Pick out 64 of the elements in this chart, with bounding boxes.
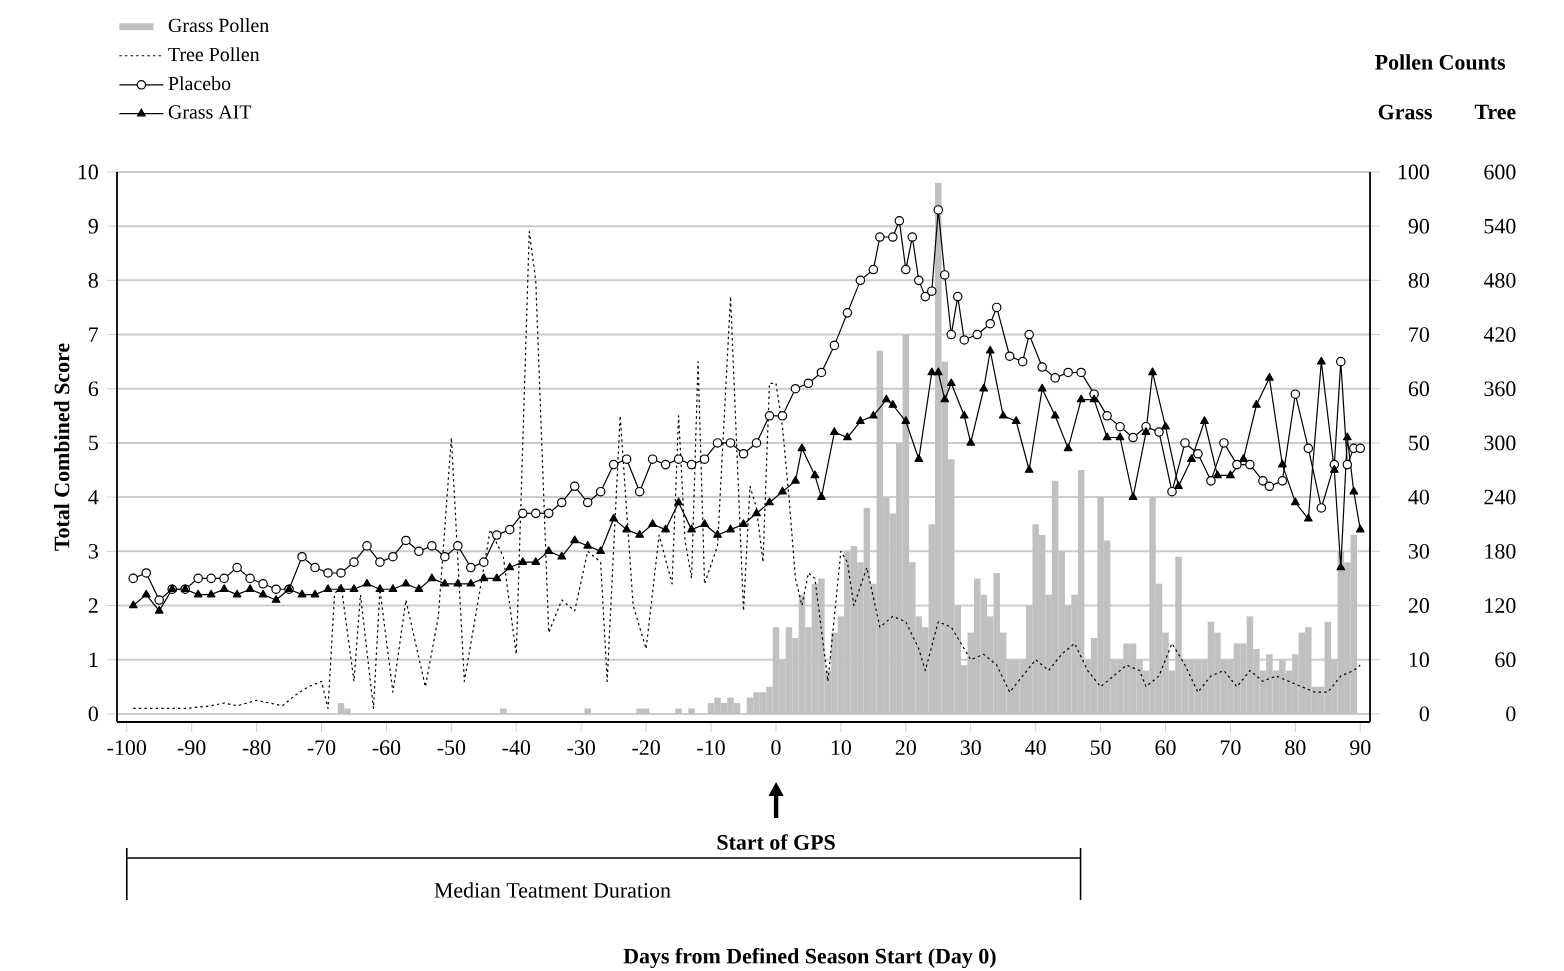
x-tick-label: 0 xyxy=(771,740,781,755)
y3-tick-label: 0 xyxy=(1506,706,1516,722)
legend-label: Placebo xyxy=(168,76,231,91)
x-tick-label: -100 xyxy=(107,740,146,755)
text: Days from Defined Season Start (Day 0) xyxy=(623,947,996,969)
x-tick-label: 10 xyxy=(831,740,852,755)
y-tick-label: 9 xyxy=(88,218,98,234)
y3-tick-label: 480 xyxy=(1483,272,1516,288)
y-tick-label: 7 xyxy=(89,327,99,342)
y2-tick-label: 90 xyxy=(1408,218,1429,234)
y3-tick-label: 240 xyxy=(1484,489,1516,505)
y2-tick-label: 60 xyxy=(1408,381,1429,397)
y-tick-label: 1 xyxy=(89,652,98,667)
x-tick-label: 20 xyxy=(895,740,916,755)
y-tick-label: 8 xyxy=(88,272,98,288)
y2-tick-label: 80 xyxy=(1408,272,1429,288)
y2-tick-label: 100 xyxy=(1398,164,1429,180)
y3-tick-label: 600 xyxy=(1484,164,1516,180)
y-tick-label: 10 xyxy=(78,164,98,180)
x-tick-label: -30 xyxy=(567,740,595,755)
x-tick-label: -50 xyxy=(437,740,466,755)
y-tick-label: 3 xyxy=(88,543,98,559)
y2-tick-label: 0 xyxy=(1419,706,1429,722)
y3-tick-label: 60 xyxy=(1495,652,1516,668)
y2-tick-label: 50 xyxy=(1409,435,1429,451)
y-tick-label: 5 xyxy=(89,435,98,451)
x-tick-label: 80 xyxy=(1285,740,1306,755)
legend-label: Tree Pollen xyxy=(168,47,260,62)
legend-label: Grass AIT xyxy=(168,105,252,119)
y2-tick-label: 10 xyxy=(1409,652,1429,668)
y3-tick-label: 120 xyxy=(1485,598,1516,613)
x-tick-label: -60 xyxy=(372,740,401,755)
legend-label: Grass Pollen xyxy=(168,18,269,33)
y-tick-label: 6 xyxy=(88,381,99,397)
x-tick-label: -40 xyxy=(502,740,531,755)
y-axis-title: Total Combined Score xyxy=(53,343,70,551)
x-tick-label: -10 xyxy=(697,740,725,755)
y3-tick-label: 300 xyxy=(1484,435,1516,451)
y2-tick-label: 70 xyxy=(1409,327,1429,342)
y-tick-label: 2 xyxy=(88,598,98,613)
x-tick-label: -90 xyxy=(177,740,206,755)
y2-axis-title: Grass xyxy=(1378,104,1432,120)
y2-tick-label: 30 xyxy=(1408,543,1429,559)
y3-tick-label: 180 xyxy=(1485,543,1516,559)
x-tick-label: -80 xyxy=(242,740,271,755)
x-tick-label: 90 xyxy=(1350,740,1371,755)
text: Start of GPS xyxy=(717,834,835,850)
y-tick-label: 4 xyxy=(88,489,99,505)
x-tick-label: 30 xyxy=(960,740,981,755)
text: Median Teatment Duration xyxy=(434,882,671,898)
y2-tick-label: 40 xyxy=(1408,489,1429,505)
y-tick-label: 0 xyxy=(88,706,98,722)
x-tick-label: 50 xyxy=(1090,740,1111,755)
text: Pollen Counts xyxy=(1375,54,1506,70)
y3-tick-label: 540 xyxy=(1484,218,1516,234)
y2-tick-label: 20 xyxy=(1408,598,1429,613)
x-tick-label: 40 xyxy=(1025,740,1046,755)
x-tick-label: -70 xyxy=(307,740,336,755)
y3-tick-label: 420 xyxy=(1483,327,1516,342)
y3-axis-title: Tree xyxy=(1474,104,1516,120)
x-tick-label: -20 xyxy=(632,740,660,755)
y3-tick-label: 360 xyxy=(1484,381,1516,397)
x-tick-label: 60 xyxy=(1155,740,1176,755)
x-tick-label: 70 xyxy=(1220,740,1241,755)
